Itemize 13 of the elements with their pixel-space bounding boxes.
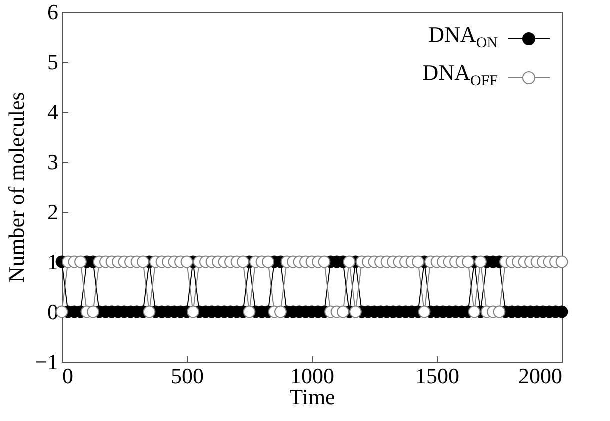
y-axis-title: Number of molecules <box>4 92 30 283</box>
y-tick-label: 5 <box>48 50 58 74</box>
legend-label: DNA$_{ON}$ <box>428 21 498 54</box>
y-tick-label: 6 <box>48 0 58 24</box>
y-tick-label: 2 <box>48 200 58 224</box>
y-tick-label: 4 <box>48 100 58 124</box>
x-tick-label: 2000 <box>518 364 562 388</box>
y-tick-label: 3 <box>48 150 58 174</box>
legend-label: DNA$_{OFF}$ <box>422 59 498 92</box>
x-tick-label: 500 <box>171 364 204 388</box>
x-tick-label: 1500 <box>416 364 460 388</box>
y-tick-label: 1 <box>48 250 58 274</box>
y-tick-label: −1 <box>35 350 58 374</box>
